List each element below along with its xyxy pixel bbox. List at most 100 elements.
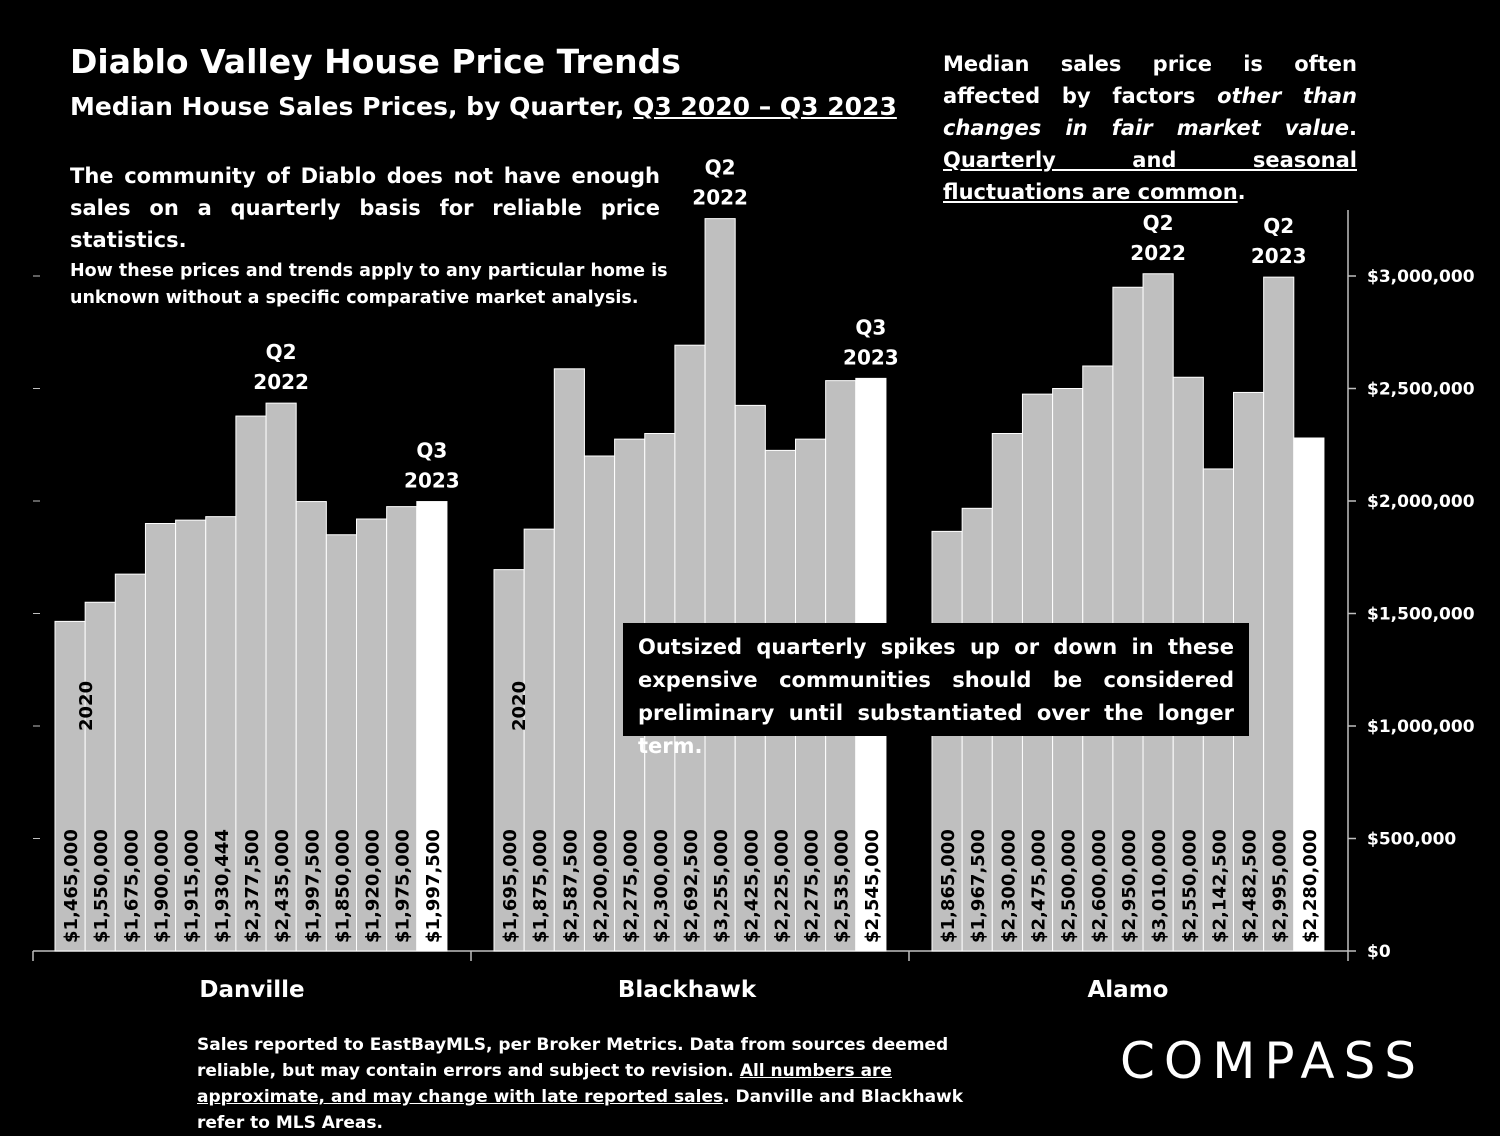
bar-value-label: $1,465,000 (61, 829, 82, 943)
bar (553, 368, 585, 952)
bar-annotation-line2: 2023 (404, 469, 460, 493)
bar-value-label: $2,200,000 (591, 829, 612, 943)
note-fluctuations: Median sales price is often affected by … (943, 48, 1357, 208)
bar-value-label: $2,300,000 (651, 829, 672, 943)
bar-value-label: $1,975,000 (393, 829, 414, 943)
bar (704, 218, 736, 952)
bar-value-label: $2,587,500 (560, 829, 581, 943)
bar (175, 519, 207, 952)
bar-value-label: $3,010,000 (1149, 829, 1170, 943)
bar (931, 530, 963, 952)
note-right-italic: other than changes in fair market value (943, 84, 1358, 140)
bar-value-label: $2,435,000 (272, 829, 293, 943)
bar-annotation-line2: 2023 (843, 345, 899, 369)
bar-value-label: $2,600,000 (1089, 829, 1110, 943)
bar-value-label: $2,482,500 (1240, 829, 1261, 943)
bar-value-label: $1,997,500 (423, 829, 444, 943)
bar-value-label: $3,255,000 (711, 829, 732, 943)
group-label: Blackhawk (618, 977, 757, 1003)
bar (386, 506, 418, 952)
group-label: Alamo (1088, 977, 1169, 1003)
bar-value-label: $1,850,000 (332, 829, 353, 943)
group-label: Danville (199, 977, 304, 1003)
chart-subtitle: Median House Sales Prices, by Quarter, Q… (70, 92, 897, 121)
bar-value-label: $1,920,000 (363, 829, 384, 943)
subtitle-prefix: Median House Sales Prices, by Quarter, (70, 92, 634, 121)
bar-value-label: $1,997,500 (302, 829, 323, 943)
bar (356, 518, 388, 952)
bar-value-label: $1,967,500 (968, 829, 989, 943)
footer-underline: All numbers are approximate, and may cha… (197, 1061, 892, 1107)
bar-value-label: $1,675,000 (121, 829, 142, 943)
bar-annotation-line2: 2022 (253, 370, 309, 394)
bar (325, 534, 358, 952)
bar (205, 516, 237, 952)
year-marker-label: 2020 (509, 681, 530, 731)
bar (114, 573, 146, 952)
note-right-p3: . (1349, 116, 1357, 140)
callout-box: Outsized quarterly spikes up or down in … (623, 623, 1249, 758)
bar-annotation-line1: Q3 (855, 315, 886, 339)
note-right-underline: Quarterly and seasonal fluctuations are … (943, 148, 1357, 204)
year-marker-label: 2020 (76, 681, 97, 731)
bar (1293, 437, 1325, 952)
bar-value-label: $2,950,000 (1119, 829, 1140, 943)
bar-annotation-line1: Q3 (416, 439, 447, 463)
bar (583, 455, 616, 952)
bar-annotation-line1: Q2 (1263, 214, 1294, 238)
bar (265, 402, 297, 952)
note-right-p5: . (1237, 180, 1246, 204)
bar (493, 569, 525, 952)
note-right-p1: Median sales price is often affected by … (943, 52, 1357, 108)
bar-value-label: $1,915,000 (182, 829, 203, 943)
bar-value-label: $1,865,000 (938, 829, 959, 943)
footer-p1: Sales reported to EastBayMLS, per Broker… (197, 1035, 949, 1081)
bar (1142, 273, 1174, 952)
bar (235, 415, 267, 952)
bar-value-label: $2,142,500 (1209, 829, 1230, 943)
y-tick-label: $2,500,000 (1367, 380, 1475, 400)
bar-value-label: $2,300,000 (998, 829, 1019, 943)
bar-value-label: $2,535,000 (832, 829, 853, 943)
chart-title: Diablo Valley House Price Trends (70, 42, 681, 81)
y-tick-label: $500,000 (1367, 830, 1456, 850)
bar (84, 601, 116, 952)
bar-value-label: $1,875,000 (530, 829, 551, 943)
compass-logo: COMPASS (1120, 1032, 1426, 1090)
y-tick-label: $1,500,000 (1367, 605, 1475, 625)
bar-annotation-line2: 2022 (1130, 241, 1186, 265)
bar (416, 501, 448, 952)
bar-annotation-line2: 2023 (1251, 244, 1307, 268)
bar-annotation-line1: Q2 (266, 340, 297, 364)
bar-value-label: $2,275,000 (621, 829, 642, 943)
subtitle-range: Q3 2020 – Q3 2023 (633, 92, 897, 121)
bar-annotation-line1: Q2 (1143, 211, 1174, 235)
bar (523, 528, 555, 952)
bar-value-label: $2,425,000 (741, 829, 762, 943)
bar-value-label: $2,550,000 (1179, 829, 1200, 943)
bar-annotation-line1: Q2 (705, 156, 736, 180)
bar-value-label: $1,550,000 (91, 829, 112, 943)
bar-value-label: $1,930,444 (212, 829, 233, 943)
bar (54, 620, 86, 952)
bar-value-label: $2,545,000 (862, 829, 883, 943)
bar-value-label: $2,500,000 (1059, 829, 1080, 943)
bar (1112, 286, 1144, 952)
footer-source: Sales reported to EastBayMLS, per Broker… (197, 1032, 997, 1136)
bar-value-label: $2,377,500 (242, 829, 263, 943)
note-diablo: The community of Diablo does not have en… (70, 164, 660, 252)
bar-value-label: $2,280,000 (1300, 829, 1321, 943)
bar-value-label: $2,225,000 (771, 829, 792, 943)
bar-value-label: $2,995,000 (1270, 829, 1291, 943)
bar (1263, 276, 1295, 952)
y-tick-label: $2,000,000 (1367, 492, 1475, 512)
bar-value-label: $2,275,000 (802, 829, 823, 943)
bar (144, 523, 177, 952)
note-cma: How these prices and trends apply to any… (70, 261, 668, 308)
y-tick-label: $0 (1367, 942, 1391, 962)
bar-value-label: $2,475,000 (1029, 829, 1050, 943)
bar-value-label: $1,695,000 (500, 829, 521, 943)
y-tick-label: $3,000,000 (1367, 267, 1475, 287)
bar-value-label: $2,692,500 (681, 829, 702, 943)
